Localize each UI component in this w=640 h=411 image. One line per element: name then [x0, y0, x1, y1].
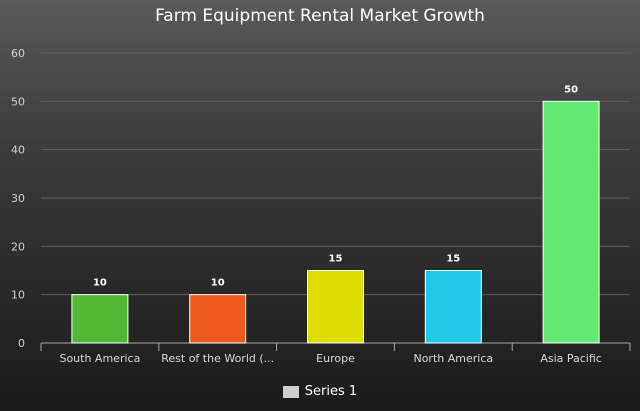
- data-label-4: 50: [564, 84, 578, 95]
- bar-1: [189, 294, 247, 344]
- legend-swatch: [282, 385, 299, 398]
- category-label-0: South America: [59, 352, 140, 365]
- category-label-3: North America: [413, 352, 493, 365]
- category-label-4: Asia Pacific: [540, 352, 602, 365]
- legend-label: Series 1: [304, 384, 358, 399]
- bar-4: [542, 100, 600, 344]
- legend-item-series-1[interactable]: Series 1: [282, 384, 358, 399]
- legend: Series 1: [0, 384, 640, 399]
- category-label-2: Europe: [316, 352, 355, 365]
- bar-0: [71, 294, 129, 344]
- y-tick-label: 50: [11, 95, 25, 108]
- bar-3: [424, 270, 482, 344]
- category-label-1: Rest of the World (...: [161, 352, 274, 365]
- data-label-3: 15: [446, 254, 460, 265]
- data-label-0: 10: [93, 278, 107, 289]
- bar-2: [307, 270, 364, 344]
- y-tick-label: 40: [11, 144, 25, 157]
- y-tick-label: 60: [11, 47, 25, 60]
- data-label-2: 15: [329, 254, 343, 265]
- y-tick-label: 20: [11, 240, 25, 253]
- data-label-1: 10: [211, 278, 225, 289]
- y-tick-label: 0: [18, 337, 25, 350]
- chart-title: Farm Equipment Rental Market Growth: [155, 6, 485, 26]
- y-tick-label: 10: [11, 289, 25, 302]
- y-tick-label: 30: [11, 192, 25, 205]
